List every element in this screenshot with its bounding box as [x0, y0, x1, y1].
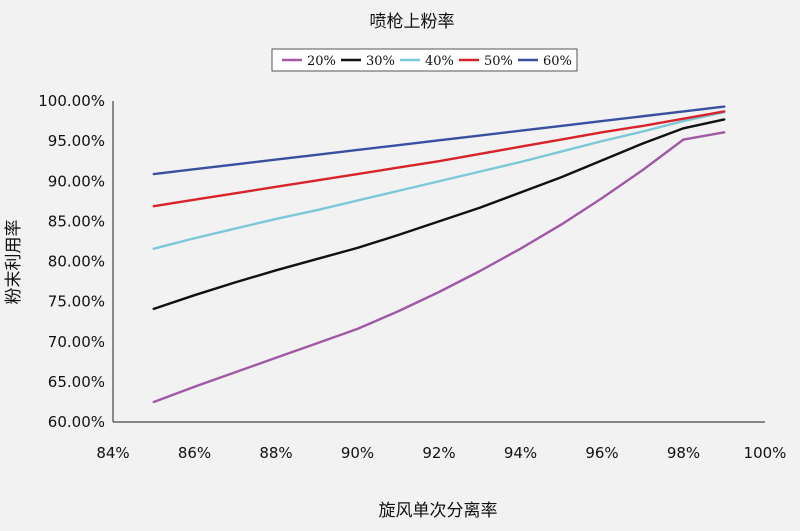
x-tick-label: 98%: [667, 444, 700, 462]
series-lines: [152, 105, 726, 404]
legend-label: 50%: [484, 54, 513, 69]
y-tick-labels: 60.00% 65.00% 70.00% 75.00% 80.00% 85.00% 90.0…: [38, 92, 105, 431]
y-tick-label: 65.00%: [48, 373, 105, 391]
axes: [112, 101, 765, 423]
y-tick-label: 90.00%: [48, 172, 105, 190]
y-axis-title: 粉末利用率: [4, 220, 24, 305]
legend-label: 30%: [366, 54, 395, 69]
x-axis-title: 旋风单次分离率: [379, 501, 498, 521]
legend: 20% 30% 40% 50% 60%: [271, 48, 578, 72]
series-line-40pct: [152, 111, 726, 250]
x-tick-label: 86%: [178, 444, 211, 462]
series-line-60pct: [152, 105, 726, 176]
x-tick-label: 84%: [96, 444, 129, 462]
chart-title: 喷枪上粉率: [370, 12, 455, 32]
y-tick-label: 75.00%: [48, 293, 105, 311]
x-tick-label: 88%: [259, 444, 292, 462]
x-tick-labels: 84% 86% 88% 90% 92% 94% 96% 98% 100%: [96, 444, 786, 462]
legend-label: 60%: [543, 54, 572, 69]
x-tick-label: 90%: [341, 444, 374, 462]
legend-label: 20%: [307, 54, 336, 69]
y-tick-label: 60.00%: [48, 413, 105, 431]
y-tick-label: 80.00%: [48, 253, 105, 271]
x-tick-label: 96%: [585, 444, 618, 462]
y-tick-label: 100.00%: [38, 92, 105, 110]
x-tick-label: 100%: [744, 444, 787, 462]
legend-label: 40%: [425, 54, 454, 69]
series-line-50pct: [152, 110, 726, 208]
x-tick-label: 94%: [504, 444, 537, 462]
y-tick-label: 70.00%: [48, 333, 105, 351]
x-tick-label: 92%: [422, 444, 455, 462]
y-tick-label: 85.00%: [48, 212, 105, 230]
series-line-30pct: [152, 118, 726, 311]
legend-box: [271, 48, 578, 72]
series-line-20pct: [152, 131, 726, 404]
y-tick-label: 95.00%: [48, 132, 105, 150]
